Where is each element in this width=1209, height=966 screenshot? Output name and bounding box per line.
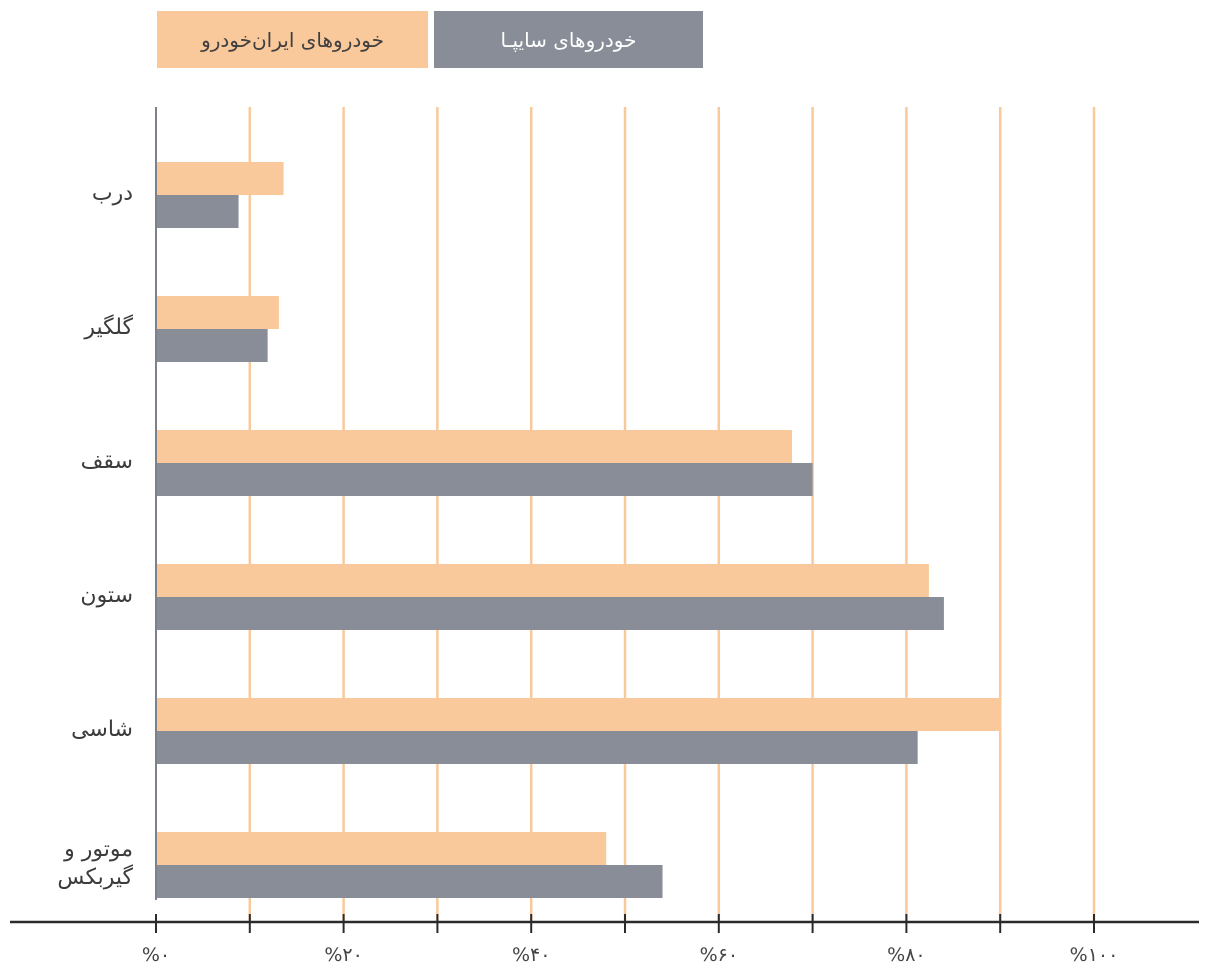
- category-label: موتور و گیربکس: [0, 836, 133, 892]
- x-tick-label: %۲۰: [324, 944, 363, 966]
- legend-saipa: خودروهای سایپـا: [434, 11, 703, 68]
- x-tick-label: %۴۰: [511, 944, 551, 966]
- axes: [10, 107, 1199, 933]
- gridlines: [248, 107, 1096, 922]
- category-label-line: گیربکس: [57, 865, 133, 890]
- legend-saipa-label: خودروهای سایپـا: [500, 27, 637, 52]
- bar-iran-khodro: [156, 162, 284, 195]
- category-label-line: درب: [91, 181, 133, 206]
- bar-saipa: [156, 463, 813, 496]
- bar-saipa: [156, 195, 239, 228]
- bar-saipa: [156, 731, 918, 764]
- category-label-line: شاسی: [71, 717, 133, 742]
- category-label: درب: [0, 180, 133, 208]
- category-label: ستون: [0, 582, 133, 610]
- x-tick-label: %۱۰۰: [1069, 944, 1119, 966]
- category-label: سقف: [0, 448, 133, 476]
- x-tick-label: %۸۰: [887, 944, 926, 966]
- category-label-line: گلگیر: [84, 315, 133, 340]
- category-label: گلگیر: [0, 314, 133, 342]
- x-tick-label: %۶۰: [699, 944, 739, 966]
- category-label-line: موتور و: [64, 837, 133, 862]
- legend-iran-khodro-label: خودروهای ایران‌خودرو: [201, 27, 384, 52]
- bar-saipa: [156, 597, 944, 630]
- bar-iran-khodro: [156, 832, 607, 865]
- category-label: شاسی: [0, 716, 133, 744]
- category-label-line: ستون: [80, 583, 133, 608]
- legend-iran-khodro: خودروهای ایران‌خودرو: [157, 11, 428, 68]
- category-label-line: سقف: [80, 449, 133, 474]
- x-tick-label: %۰: [141, 944, 171, 966]
- bar-iran-khodro: [156, 698, 1001, 731]
- bars: [156, 162, 1001, 898]
- bar-iran-khodro: [156, 564, 929, 597]
- bar-saipa: [156, 865, 663, 898]
- bar-iran-khodro: [156, 430, 792, 463]
- bar-iran-khodro: [156, 296, 279, 329]
- bar-saipa: [156, 329, 268, 362]
